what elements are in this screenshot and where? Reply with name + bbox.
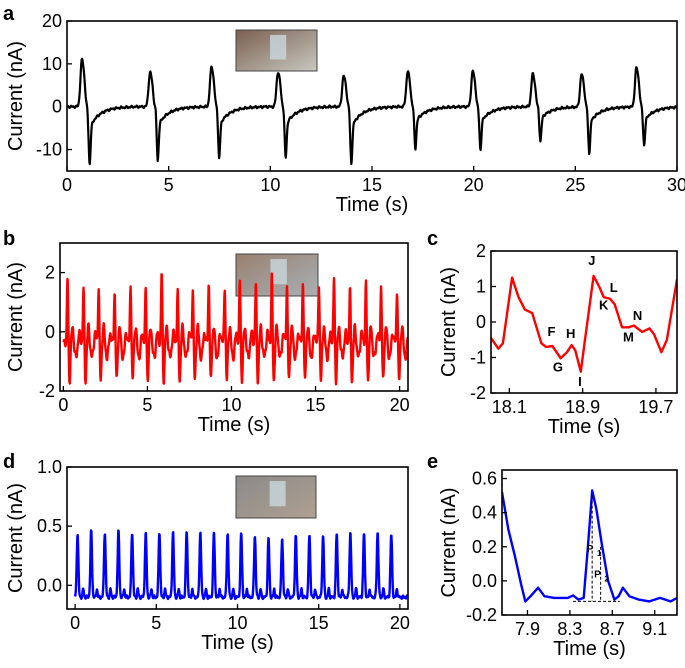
y-tick-label: 2 bbox=[45, 263, 55, 283]
y-tick-label: -2 bbox=[39, 381, 55, 401]
panel-label: d bbox=[3, 451, 15, 473]
x-axis-label: Time (s) bbox=[198, 414, 271, 436]
x-axis-label: Time (s) bbox=[201, 632, 274, 654]
y-tick-label: 0.6 bbox=[472, 469, 497, 489]
plot-frame bbox=[59, 242, 409, 392]
x-tick-label: 15 bbox=[309, 613, 329, 633]
x-tick-label: 20 bbox=[464, 175, 484, 195]
x-tick-label: 0 bbox=[62, 175, 72, 195]
x-tick-label: 5 bbox=[151, 613, 161, 633]
data-series-line bbox=[502, 489, 677, 603]
data-series-line bbox=[73, 529, 408, 601]
inset-sensor-patch bbox=[269, 481, 286, 507]
x-tick-label: 5 bbox=[164, 175, 174, 195]
y-tick-label: 0.4 bbox=[472, 503, 497, 523]
annotation-n: N bbox=[633, 308, 642, 323]
y-axis-label: Current (nA) bbox=[438, 267, 460, 377]
plot-frame bbox=[501, 469, 678, 616]
x-tick-label: 18.9 bbox=[565, 397, 600, 417]
x-tick-label: 20 bbox=[390, 395, 410, 415]
annotation-p1: P bbox=[587, 544, 594, 555]
x-tick-label: 7.9 bbox=[515, 619, 540, 639]
x-axis-label: Time (s) bbox=[336, 194, 409, 216]
x-tick-label: 0 bbox=[58, 395, 68, 415]
y-tick-label: 0 bbox=[476, 312, 486, 332]
panel-label: e bbox=[427, 451, 438, 473]
x-tick-label: 0 bbox=[70, 613, 80, 633]
x-tick-label: 9.1 bbox=[642, 619, 667, 639]
x-tick-label: 10 bbox=[227, 613, 247, 633]
y-tick-label: 0 bbox=[45, 322, 55, 342]
panel-label: b bbox=[3, 228, 15, 250]
annotation-k: K bbox=[599, 298, 609, 313]
y-tick-label: 0.0 bbox=[472, 571, 497, 591]
x-tick-label: 8.3 bbox=[557, 619, 582, 639]
x-tick-label: 30 bbox=[667, 175, 685, 195]
chart-panel-d: 0 5 10 15 20 0.0 0.5 1.0 Time (s) Current (nA) d bbox=[3, 451, 410, 654]
y-tick-label: 10 bbox=[42, 54, 62, 74]
annotation-h: H bbox=[566, 326, 575, 341]
inset-sensor-patch bbox=[270, 34, 287, 60]
annotation-p2: P bbox=[594, 569, 601, 580]
panel-label: c bbox=[427, 228, 438, 250]
x-tick-label: 15 bbox=[306, 395, 326, 415]
panel-label: a bbox=[3, 3, 15, 25]
annotation-subscript: 2 bbox=[604, 574, 609, 583]
y-axis-label: Current (nA) bbox=[5, 41, 27, 151]
y-tick-label: 0.2 bbox=[472, 537, 497, 557]
y-axis-label: Current (nA) bbox=[5, 483, 27, 593]
y-tick-label: 2 bbox=[476, 241, 486, 261]
y-tick-label: -2 bbox=[470, 383, 486, 403]
y-tick-label: 0.5 bbox=[37, 516, 62, 536]
annotation-subscript: 1 bbox=[597, 549, 602, 558]
y-axis-label: Current (nA) bbox=[438, 487, 460, 597]
x-axis-label: Time (s) bbox=[548, 416, 621, 438]
x-tick-label: 8.7 bbox=[600, 619, 625, 639]
y-tick-label: -10 bbox=[36, 140, 62, 160]
x-tick-label: 18.1 bbox=[492, 397, 527, 417]
chart-panel-c: F G H I J KL MN 18.1 18.9 19.7 -2 -1 0 1 2 Time (s) Curr… bbox=[427, 228, 678, 438]
annotation-g: G bbox=[553, 360, 563, 375]
x-tick-label: 15 bbox=[362, 175, 382, 195]
y-tick-label: -0.2 bbox=[466, 605, 497, 625]
x-tick-label: 19.7 bbox=[638, 397, 673, 417]
data-series-line bbox=[67, 57, 677, 166]
x-tick-label: 25 bbox=[565, 175, 585, 195]
plot-frame bbox=[490, 250, 678, 394]
annotation-m: M bbox=[623, 330, 634, 345]
x-tick-label: 20 bbox=[390, 613, 410, 633]
data-series-line bbox=[491, 274, 677, 373]
annotation-j: J bbox=[588, 253, 595, 268]
annotation-l: L bbox=[610, 280, 618, 295]
y-tick-label: 1.0 bbox=[37, 457, 62, 477]
y-tick-label: -1 bbox=[470, 348, 486, 368]
x-tick-label: 10 bbox=[260, 175, 280, 195]
y-axis-label: Current (nA) bbox=[5, 262, 27, 372]
x-tick-label: 10 bbox=[221, 395, 241, 415]
y-tick-label: 20 bbox=[42, 11, 62, 31]
inset-sensor-patch bbox=[270, 259, 287, 285]
y-tick-label: 0.0 bbox=[37, 575, 62, 595]
data-series-line bbox=[62, 272, 408, 386]
annotation-f: F bbox=[547, 324, 555, 339]
y-tick-label: 1 bbox=[476, 277, 486, 297]
y-tick-label: 0 bbox=[52, 97, 62, 117]
annotation-i: I bbox=[578, 374, 582, 389]
x-axis-label: Time (s) bbox=[553, 638, 626, 660]
x-tick-label: 5 bbox=[142, 395, 152, 415]
